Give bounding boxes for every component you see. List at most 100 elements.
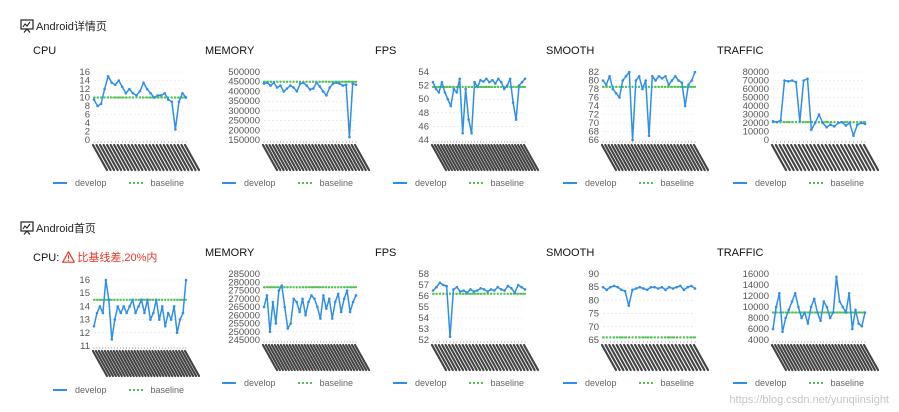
- legend-item-baseline[interactable]: baseline: [638, 378, 694, 388]
- develop-point: [833, 125, 836, 128]
- develop-point: [660, 285, 664, 289]
- x-tick-label: [141, 143, 158, 172]
- develop-point: [851, 327, 854, 331]
- x-tick-label: [342, 343, 359, 372]
- x-tick-label: [813, 143, 830, 172]
- legend-item-develop[interactable]: develop: [393, 378, 447, 388]
- develop-point: [774, 305, 778, 309]
- y-tick-label: 54: [418, 67, 429, 78]
- x-tick-label: [267, 343, 285, 372]
- x-tick-label: [505, 343, 523, 372]
- baseline-point: [661, 85, 664, 88]
- legend-item-baseline[interactable]: baseline: [297, 378, 353, 388]
- x-tick-label: [828, 143, 845, 172]
- baseline-point: [485, 85, 488, 89]
- develop-point: [103, 87, 106, 91]
- chart-traffic-1: 0100002000030000400005000060000700008000…: [743, 67, 880, 172]
- x-tick-label: [134, 143, 151, 172]
- develop-point: [308, 88, 312, 91]
- legend-smooth-2: develop baseline: [563, 378, 716, 388]
- legend-item-develop[interactable]: develop: [53, 178, 107, 188]
- x-tick-label: [447, 343, 465, 372]
- develop-point: [667, 83, 671, 87]
- x-tick-label: [112, 349, 129, 378]
- x-tick-labels: [261, 141, 371, 172]
- x-tick-label: [294, 343, 311, 372]
- develop-point: [809, 305, 813, 309]
- develop-point: [605, 288, 608, 292]
- baseline-point: [510, 292, 513, 295]
- legend-item-develop[interactable]: develop: [222, 178, 276, 188]
- x-tick-label: [311, 143, 328, 172]
- x-tick-label: [130, 349, 147, 378]
- legend-item-baseline[interactable]: baseline: [297, 178, 353, 188]
- develop-point: [631, 288, 634, 292]
- legend-item-develop[interactable]: develop: [222, 378, 276, 388]
- develop-point: [302, 81, 305, 84]
- baseline-point: [156, 96, 159, 99]
- develop-point: [449, 104, 453, 108]
- develop-point: [859, 121, 863, 125]
- y-tick-label: 74: [588, 101, 599, 112]
- x-tick-label: [630, 343, 647, 372]
- develop-point: [119, 311, 123, 315]
- x-tick-label: [180, 143, 197, 172]
- x-tick-label: [630, 143, 647, 172]
- baseline-point: [104, 298, 107, 301]
- x-tick-label: [522, 343, 540, 372]
- legend-item-baseline[interactable]: baseline: [808, 178, 864, 188]
- develop-point: [265, 81, 269, 84]
- y-tick-label: 78: [588, 84, 599, 95]
- x-tick-label: [669, 143, 687, 172]
- develop-point: [295, 90, 299, 93]
- baseline-point: [446, 85, 449, 89]
- y-tick-label: 270000: [228, 294, 260, 305]
- develop-point: [113, 83, 117, 87]
- baseline-point: [348, 80, 351, 83]
- legend-item-develop[interactable]: develop: [733, 178, 787, 188]
- legend-cpu-2: develop baseline: [53, 385, 206, 395]
- x-tick-label: [268, 143, 285, 172]
- develop-point: [489, 288, 493, 291]
- develop-point: [848, 121, 851, 125]
- x-tick-label: [314, 143, 331, 172]
- legend-item-develop[interactable]: develop: [733, 378, 787, 388]
- baseline-point: [784, 311, 787, 314]
- develop-point: [181, 311, 185, 315]
- develop-point: [505, 84, 509, 87]
- y-tick-label: 255000: [228, 319, 260, 330]
- legend-item-baseline[interactable]: baseline: [638, 178, 694, 188]
- legend-item-baseline[interactable]: baseline: [128, 385, 184, 395]
- develop-point: [683, 104, 687, 108]
- x-tick-label: [353, 143, 371, 172]
- x-tick-label: [157, 349, 174, 378]
- x-tick-label: [461, 343, 478, 372]
- develop-point: [816, 311, 819, 314]
- develop-point: [686, 285, 689, 289]
- develop-point: [110, 81, 113, 84]
- x-tick-label: [291, 343, 308, 372]
- develop-point: [520, 80, 524, 84]
- develop-point: [612, 284, 616, 288]
- y-tick-label: 85: [588, 282, 599, 293]
- develop-point: [771, 120, 775, 123]
- legend-item-baseline[interactable]: baseline: [468, 178, 524, 188]
- y-tick-label: 0: [764, 135, 769, 146]
- legend-item-baseline[interactable]: baseline: [808, 378, 864, 388]
- legend-item-develop[interactable]: develop: [563, 378, 617, 388]
- baseline-point: [512, 85, 515, 89]
- legend-item-develop[interactable]: develop: [393, 178, 447, 188]
- develop-point: [479, 78, 482, 82]
- legend-item-develop[interactable]: develop: [563, 178, 617, 188]
- legend-item-baseline[interactable]: baseline: [128, 178, 184, 188]
- legend-item-develop[interactable]: develop: [53, 385, 107, 395]
- baseline-point: [328, 286, 331, 289]
- baseline-point: [467, 85, 470, 89]
- y-tick-label: 50: [418, 94, 429, 105]
- x-tick-label: [291, 143, 308, 172]
- x-tick-label: [487, 143, 504, 172]
- x-tick-label: [321, 143, 338, 172]
- legend-item-baseline[interactable]: baseline: [468, 378, 524, 388]
- x-tick-label: [686, 143, 703, 172]
- baseline-point: [856, 121, 859, 124]
